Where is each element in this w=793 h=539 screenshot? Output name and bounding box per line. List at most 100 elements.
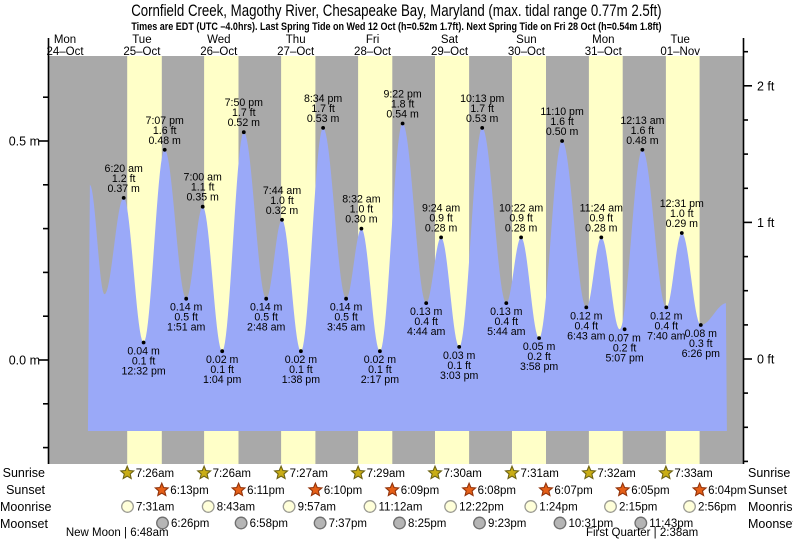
sunrise-star-icon	[196, 464, 212, 480]
svg-text:1:04 pm: 1:04 pm	[203, 374, 241, 386]
svg-text:0.1 ft: 0.1 ft	[368, 364, 392, 376]
moon-phase-label: First Quarter | 2:38am	[586, 527, 698, 539]
svg-text:0.28 m: 0.28 m	[585, 222, 618, 234]
tide-extreme-dot	[220, 349, 225, 354]
sunset-row-label: Sunset	[6, 483, 45, 497]
tide-extreme-dot	[344, 296, 348, 301]
tide-high-label: 9:24 am0.9 ft0.28 m	[422, 202, 460, 240]
moonset-time: 8:25pm	[408, 518, 446, 530]
day-dow-label: Tue	[671, 34, 690, 46]
svg-text:1.6 ft: 1.6 ft	[153, 125, 177, 137]
sunrise-time: 7:29am	[367, 468, 405, 480]
svg-text:0.28 m: 0.28 m	[425, 222, 458, 234]
tide-extreme-dot	[359, 226, 364, 231]
tide-high-label: 12:13 am1.6 ft0.48 m	[620, 115, 665, 152]
day-dow-label: Mon	[592, 34, 614, 46]
tide-low-label: 0.07 m0.2 ft5:07 pm	[605, 327, 644, 364]
tide-extreme-dot	[400, 121, 405, 126]
svg-text:0.4 ft: 0.4 ft	[414, 316, 438, 328]
tide-high-label: 8:34 pm1.7 ft0.53 m	[304, 93, 342, 130]
svg-text:0.08 m: 0.08 m	[685, 328, 718, 340]
svg-text:0.2 ft: 0.2 ft	[527, 351, 551, 363]
y-axis-left-label: 0.5 m	[9, 135, 40, 149]
sunset-time: 6:04pm	[708, 485, 746, 497]
tide-high-label: 11:10 pm1.6 ft0.50 m	[540, 106, 584, 143]
moonrise-circle-icon	[201, 500, 215, 513]
tide-extreme-dot	[321, 126, 325, 130]
svg-text:0.02 m: 0.02 m	[206, 354, 239, 366]
svg-text:0.54 m: 0.54 m	[386, 109, 419, 121]
svg-text:0.02 m: 0.02 m	[364, 354, 397, 366]
day-date-label: 24–Oct	[46, 46, 84, 58]
axes	[39, 38, 752, 464]
tide-low-label: 0.03 m0.1 ft3:03 pm	[440, 345, 479, 382]
moonset-row-label-right: Moonset	[748, 517, 793, 531]
svg-text:3:45 am: 3:45 am	[327, 322, 365, 334]
moonrise-row-label-right: Moonrise	[748, 500, 793, 514]
svg-text:0.1 ft: 0.1 ft	[132, 356, 156, 368]
tide-extreme-dot	[560, 139, 564, 143]
moonrise-circle-icon	[524, 500, 538, 513]
tide-extreme-dot	[162, 147, 167, 152]
svg-text:6:26 pm: 6:26 pm	[682, 348, 720, 360]
svg-text:7:00 am: 7:00 am	[184, 172, 222, 184]
sunrise-time: 7:30am	[444, 468, 482, 480]
svg-text:1.1 ft: 1.1 ft	[191, 182, 215, 194]
sunset-time: 6:13pm	[170, 485, 208, 497]
moonset-circle-icon	[156, 516, 169, 530]
tide-low-label: 0.12 m0.4 ft6:43 am	[567, 305, 606, 342]
tide-low-label: 0.14 m0.5 ft1:51 am	[167, 296, 206, 334]
svg-text:1.2 ft: 1.2 ft	[112, 173, 136, 185]
day-date-label: 29–Oct	[431, 46, 469, 58]
svg-text:10:22 am: 10:22 am	[499, 202, 543, 214]
moonrise-time: 1:24pm	[539, 502, 577, 514]
sunrise-time: 7:27am	[290, 468, 328, 480]
svg-text:1.0 ft: 1.0 ft	[270, 195, 294, 207]
svg-text:5:07 pm: 5:07 pm	[605, 352, 643, 364]
svg-text:7:50 pm: 7:50 pm	[225, 97, 263, 109]
svg-text:2:48 am: 2:48 am	[247, 322, 285, 334]
day-date-label: 27–Oct	[277, 46, 315, 58]
svg-text:0.4 ft: 0.4 ft	[655, 320, 679, 332]
y-axis-left-label: 0.0 m	[9, 354, 40, 368]
sunrise-star-icon	[581, 464, 597, 480]
sunset-time: 6:05pm	[631, 485, 669, 497]
moonrise-circle-icon	[444, 500, 458, 513]
tide-extreme-dot	[622, 327, 627, 332]
sunset-time: 6:09pm	[401, 485, 439, 497]
tide-low-label: 0.14 m0.5 ft3:45 am	[327, 296, 365, 334]
moonrise-time: 2:15pm	[619, 502, 657, 514]
tide-low-label: 0.02 m0.1 ft1:38 pm	[282, 349, 320, 386]
sunrise-star-icon	[273, 464, 289, 480]
tide-extreme-dot	[679, 231, 684, 235]
moonset-time: 10:31pm	[569, 518, 614, 530]
tide-extreme-dot	[299, 349, 303, 354]
svg-text:0.28 m: 0.28 m	[505, 222, 538, 234]
sunrise-star-icon	[350, 464, 366, 480]
svg-text:0.04 m: 0.04 m	[127, 346, 160, 358]
svg-text:11:24 am: 11:24 am	[580, 202, 624, 214]
tide-extreme-dot	[457, 345, 462, 349]
tide-extreme-dot	[141, 340, 146, 345]
sunrise-row-label: Sunrise	[2, 466, 45, 480]
y-axis-right-label: 1 ft	[757, 216, 775, 230]
svg-text:0.07 m: 0.07 m	[608, 332, 641, 344]
svg-text:0.32 m: 0.32 m	[266, 205, 299, 217]
sunset-star-icon	[230, 481, 247, 497]
tide-extreme-dot	[200, 204, 205, 209]
svg-text:0.1 ft: 0.1 ft	[210, 364, 234, 376]
moonrise-circle-icon	[363, 500, 377, 513]
sunrise-time: 7:26am	[213, 468, 251, 480]
moonrise-time: 7:31am	[136, 502, 174, 514]
sunset-row-label-right: Sunset	[748, 483, 787, 497]
svg-text:8:34 pm: 8:34 pm	[304, 93, 342, 105]
tide-high-label: 10:13 pm1.7 ft0.53 m	[460, 93, 504, 130]
svg-text:0.14 m: 0.14 m	[170, 302, 203, 314]
day-date-label: 28–Oct	[354, 46, 392, 58]
svg-text:12:32 pm: 12:32 pm	[122, 366, 166, 378]
svg-text:0.9 ft: 0.9 ft	[590, 212, 614, 224]
day-date-label: 30–Oct	[508, 46, 546, 58]
tide-high-label: 10:22 am0.9 ft0.28 m	[499, 202, 543, 240]
tide-high-label: 12:31 pm1.0 ft0.29 m	[660, 198, 704, 235]
